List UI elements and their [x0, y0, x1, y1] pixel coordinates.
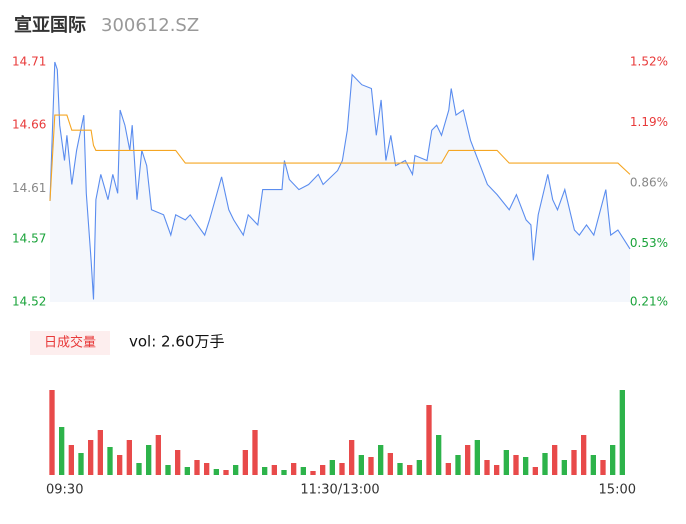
volume-bar: [49, 390, 55, 475]
volume-bar: [146, 445, 152, 475]
volume-bar: [107, 447, 113, 475]
volume-bar: [339, 463, 345, 475]
volume-bar: [532, 467, 538, 475]
y-tick-label: 14.66: [12, 118, 46, 132]
volume-bar: [68, 445, 74, 475]
volume-bar: [590, 455, 596, 475]
volume-bar: [126, 440, 132, 475]
price-area: [50, 62, 630, 302]
volume-bar: [213, 469, 219, 475]
volume-bar: [416, 460, 422, 475]
volume-bar: [455, 455, 461, 475]
y2-tick-label: 1.52%: [630, 55, 668, 69]
price-panel: 14.71 14.66 14.61 14.57 14.52 1.52% 1.19% 0.86%…: [12, 55, 668, 309]
volume-bar: [610, 445, 616, 475]
volume-bar: [320, 465, 326, 475]
volume-bar: [97, 430, 103, 475]
volume-bar: [445, 463, 451, 475]
volume-bar: [552, 445, 558, 475]
volume-bar: [329, 460, 335, 475]
volume-bar: [349, 440, 355, 475]
y-tick-label: 14.52: [12, 295, 46, 309]
volume-bar: [223, 470, 229, 475]
volume-bar: [252, 430, 258, 475]
volume-bar: [184, 467, 190, 475]
average-line: [49, 114, 631, 201]
y-tick-label: 14.71: [12, 55, 46, 69]
volume-bar: [513, 455, 519, 475]
volume-bar: [194, 460, 200, 475]
volume-bar: [291, 463, 297, 475]
volume-bar: [233, 465, 239, 475]
volume-bar: [271, 465, 277, 475]
volume-bar: [281, 470, 287, 475]
legend-label: 日成交量: [44, 335, 96, 351]
volume-bar: [436, 435, 442, 475]
volume-bar: [175, 450, 181, 475]
volume-bar: [397, 463, 403, 475]
y2-tick-label: 0.53%: [630, 236, 668, 250]
volume-bar: [494, 465, 500, 475]
volume-bar: [358, 455, 364, 475]
volume-bar: [542, 453, 548, 475]
y-tick-label: 14.57: [12, 231, 46, 245]
volume-bar: [262, 467, 268, 475]
volume-bar: [136, 463, 142, 475]
volume-bar: [474, 440, 480, 475]
y-tick-label: 14.61: [12, 181, 46, 195]
volume-panel: 09:30 11:30/13:00 15:00: [46, 390, 636, 498]
volume-bar: [561, 460, 567, 475]
volume-bar: [571, 450, 577, 475]
stock-name: 宣亚国际: [14, 14, 86, 36]
volume-bar: [78, 453, 84, 475]
volume-bar: [387, 453, 393, 475]
legend-box: [30, 331, 110, 355]
volume-bar: [242, 450, 248, 475]
volume-bar: [503, 450, 509, 475]
volume-bar: [619, 390, 625, 475]
volume-bar: [165, 465, 171, 475]
volume-bar: [484, 460, 490, 475]
volume-bar: [581, 435, 587, 475]
volume-bar: [465, 445, 471, 475]
volume-bar: [88, 440, 94, 475]
volume-label: vol: 2.60万手: [129, 333, 224, 351]
volume-bar: [204, 463, 210, 475]
volume-bar: [378, 445, 384, 475]
volume-bar: [368, 457, 374, 475]
price-line: [49, 61, 631, 300]
volume-bar: [59, 427, 65, 475]
y2-tick-label: 0.86%: [630, 175, 668, 189]
volume-bar: [117, 455, 123, 475]
volume-bar: [407, 465, 413, 475]
x-tick-label: 09:30: [46, 483, 83, 498]
volume-bar: [523, 457, 529, 475]
stock-code: 300612.SZ: [101, 15, 199, 36]
y2-tick-label: 0.21%: [630, 295, 668, 309]
x-tick-label: 15:00: [599, 483, 636, 498]
x-tick-label: 11:30/13:00: [300, 483, 379, 498]
y2-tick-label: 1.19%: [630, 115, 668, 129]
volume-bar: [300, 467, 306, 475]
volume-bar: [310, 471, 316, 475]
volume-bar: [155, 435, 161, 475]
volume-bar: [426, 405, 432, 475]
volume-bar: [600, 460, 606, 475]
